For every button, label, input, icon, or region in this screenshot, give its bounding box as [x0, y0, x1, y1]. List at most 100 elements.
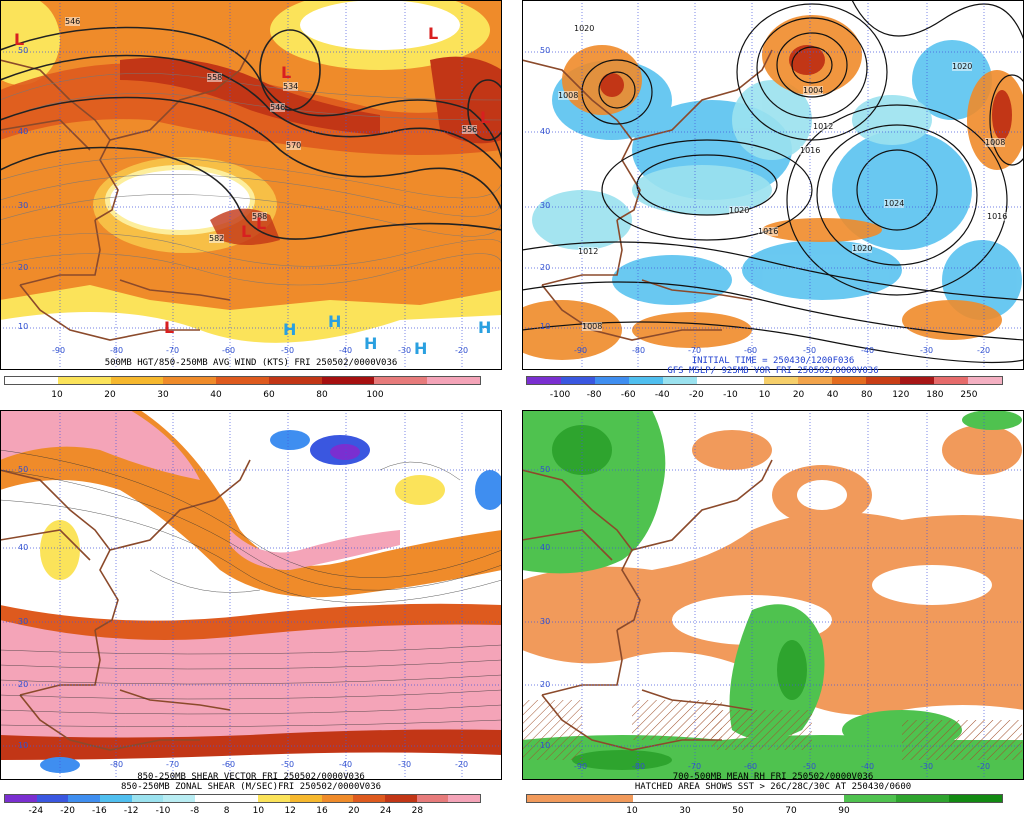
lon-label: -70 [166, 346, 180, 355]
colorbar-swatch [258, 795, 291, 802]
colorbar-swatch [131, 795, 164, 802]
panel-caption: 850-250MB SHEAR VECTOR FRI 250502/0000V0… [137, 772, 365, 782]
colorbar-swatch [448, 795, 481, 802]
isobar-label: 1020 [952, 62, 973, 71]
map-relative-humidity: 50 40 30 20 10 -90 -80 -70 -60 -50 -40 -… [522, 410, 1024, 780]
colorbar-tick-label: 30 [679, 806, 691, 816]
colorbar-swatch [764, 377, 799, 384]
colorbar-tick-label: -8 [190, 806, 200, 816]
low-pressure-marker: L [480, 108, 491, 127]
colorbar-tick-label: 16 [316, 806, 328, 816]
isobar-label: 1012 [813, 122, 834, 131]
colorbar-tick-label: 250 [960, 390, 978, 400]
colorbar-tick-label: -24 [28, 806, 44, 816]
high-pressure-marker: H [283, 320, 297, 339]
panel-caption: 500MB HGT/850-250MB AVG WIND (KTS) FRI 2… [104, 358, 398, 368]
isobar-label: 1004 [803, 86, 824, 95]
colorbar-tick-label: -20 [60, 806, 75, 816]
colorbar-tick-label: -16 [92, 806, 107, 816]
lon-label: -90 [574, 346, 588, 355]
colorbar-labels: 10 20 30 40 60 80 100 [4, 390, 481, 402]
colorbar-tick-label: 28 [411, 806, 424, 816]
colorbar-tick-label: 60 [263, 390, 275, 400]
colorbar-swatch [36, 795, 69, 802]
colorbar [4, 794, 481, 803]
colorbar-tick-label: -20 [688, 390, 704, 400]
colorbar-swatch [685, 795, 739, 802]
high-pressure-marker: H [364, 334, 378, 353]
lon-label: -40 [861, 762, 875, 771]
colorbar [4, 376, 481, 385]
colorbar-swatch [226, 795, 259, 802]
map-mslp-vorticity: 50 40 30 20 10 -90 -80 -70 -60 -50 -40 -… [522, 0, 1024, 370]
isobar-label: 1020 [574, 24, 595, 33]
low-pressure-marker: L [256, 214, 267, 233]
panel-500mb-height-wind: 50 40 30 20 10 -90 -80 -70 -60 -50 -40 -… [0, 0, 502, 409]
colorbar-swatch [594, 377, 629, 384]
lon-label: -90 [52, 346, 66, 355]
contour-label: 556 [462, 125, 478, 134]
lon-label: -60 [222, 346, 236, 355]
low-pressure-marker: L [281, 63, 292, 82]
colorbar-swatch [579, 795, 633, 802]
lat-label: 40 [18, 127, 29, 136]
panel-caption: 850-250MB ZONAL SHEAR (M/SEC)FRI 250502/… [120, 782, 382, 792]
lat-label: 30 [18, 617, 29, 626]
colorbar-swatch [527, 377, 561, 384]
map-500mb-wind: 50 40 30 20 10 -90 -80 -70 -60 -50 -40 -… [0, 0, 502, 370]
colorbar-tick-label: 30 [157, 390, 169, 400]
contour-label: 558 [207, 73, 223, 82]
colorbar-swatch [967, 377, 1002, 384]
colorbar-tick-label: 80 [860, 390, 873, 400]
colorbar-tick-label: 90 [838, 806, 850, 816]
panel-shear: 50 40 30 20 10 -80 -70 -60 -50 -40 -30 -… [0, 410, 502, 819]
lat-label: 20 [18, 263, 29, 272]
lat-label: 30 [540, 201, 551, 210]
colorbar-swatch [632, 795, 686, 802]
lon-label: -80 [110, 346, 124, 355]
lon-label: -80 [632, 762, 646, 771]
lat-label: 10 [540, 322, 551, 331]
colorbar-tick-label: 10 [252, 806, 265, 816]
colorbar-tick-label: 120 [892, 390, 910, 400]
lon-label: -20 [455, 346, 469, 355]
colorbar-swatch [5, 377, 58, 384]
lon-label: -50 [281, 760, 295, 769]
colorbar-swatch [268, 377, 322, 384]
colorbar-swatch [949, 795, 1003, 802]
colorbar-tick-label: 40 [826, 390, 839, 400]
colorbar-labels: -100 -80 -60 -40 -20 -10 10 20 40 80 120 180 250 [526, 390, 1003, 402]
lat-label: 50 [540, 465, 551, 474]
colorbar-tick-label: 40 [210, 390, 222, 400]
lat-label: 40 [18, 543, 29, 552]
panel-relative-humidity: 50 40 30 20 10 -90 -80 -70 -60 -50 -40 -… [522, 410, 1024, 819]
lon-label: -20 [977, 762, 991, 771]
lat-label: 50 [18, 465, 29, 474]
colorbar-swatch [730, 377, 765, 384]
colorbar-swatch [738, 795, 791, 802]
lon-label: -40 [339, 760, 353, 769]
colorbar-swatch [843, 795, 897, 802]
lat-label: 20 [18, 680, 29, 689]
lat-label: 30 [18, 201, 29, 210]
colorbar-tick-label: 10 [626, 806, 638, 816]
panel-caption: HATCHED AREA SHOWS SST > 26C/28C/30C AT … [634, 782, 912, 792]
lon-label: -40 [861, 346, 875, 355]
panel-caption-init-time: INITIAL TIME = 250430/1200F036 [691, 356, 855, 366]
colorbar-swatch [662, 377, 697, 384]
lat-label: 20 [540, 263, 551, 272]
lat-label: 40 [540, 127, 551, 136]
colorbar-tick-label: 20 [348, 806, 360, 816]
lon-label: -90 [574, 762, 588, 771]
isobar-label: 1008 [582, 322, 603, 331]
colorbar-tick-label: -60 [620, 390, 636, 400]
lat-label: 20 [540, 680, 551, 689]
low-pressure-marker: L [241, 222, 252, 241]
colorbar [526, 376, 1003, 385]
colorbar-swatch [416, 795, 449, 802]
lon-label: -80 [110, 760, 124, 769]
isobar-label: 1020 [852, 244, 873, 253]
colorbar-swatch [527, 795, 580, 802]
lon-label: -30 [920, 762, 934, 771]
lon-label: -80 [632, 346, 646, 355]
